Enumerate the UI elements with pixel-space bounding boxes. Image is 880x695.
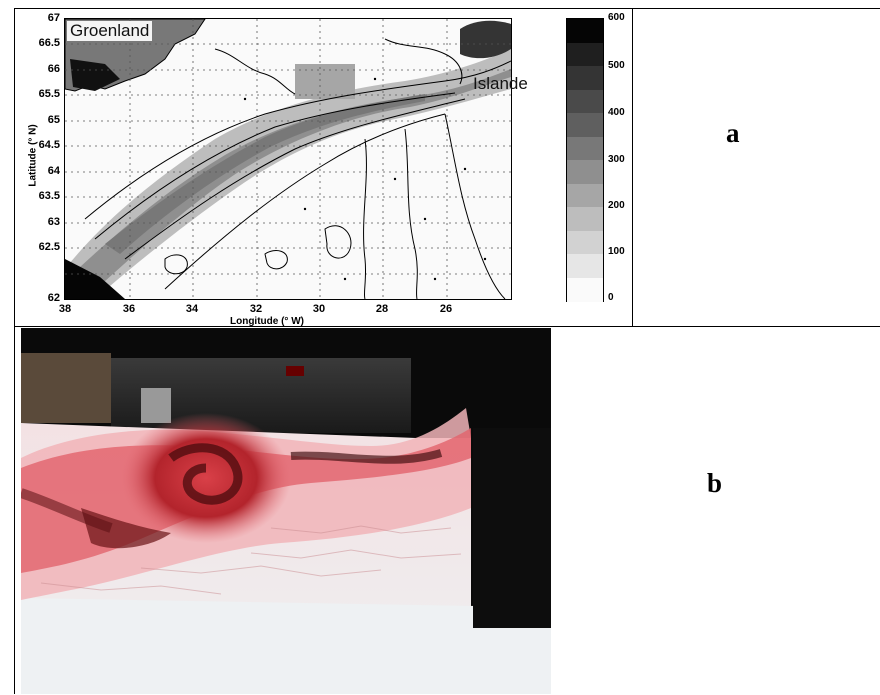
colorbar-tick: 100 xyxy=(608,246,625,257)
greenland-label: Groenland xyxy=(67,21,153,41)
y-tick: 67 xyxy=(47,12,60,24)
x-tick: 36 xyxy=(122,303,136,315)
figure-table: Groenland Islande 67 66.5 66 65.5 65 64.… xyxy=(14,8,880,694)
map-graphic xyxy=(65,19,511,299)
x-tick: 28 xyxy=(375,303,389,315)
colorbar-step xyxy=(567,66,603,90)
y-tick: 63 xyxy=(47,216,60,228)
panel-b-letter: b xyxy=(707,468,723,498)
table-border-top xyxy=(14,8,880,9)
photo-graphic xyxy=(21,328,551,694)
y-tick: 64 xyxy=(47,165,60,177)
tank-experiment-photo xyxy=(21,328,551,694)
y-tick: 66.5 xyxy=(38,37,60,49)
colorbar-tick: 400 xyxy=(608,107,625,118)
x-tick: 26 xyxy=(439,303,453,315)
y-tick: 66 xyxy=(47,63,60,75)
table-border-row xyxy=(14,326,880,327)
y-tick: 65 xyxy=(47,114,60,126)
colorbar xyxy=(566,18,604,302)
x-axis-label: Longitude (° W) xyxy=(230,316,304,327)
colorbar-tick: 200 xyxy=(608,200,625,211)
table-border-left xyxy=(14,8,15,694)
x-tick: 34 xyxy=(185,303,199,315)
x-tick: 30 xyxy=(312,303,326,315)
colorbar-step xyxy=(567,183,603,208)
x-tick: 32 xyxy=(249,303,263,315)
y-tick: 64.5 xyxy=(38,139,60,151)
colorbar-tick: 500 xyxy=(608,60,625,71)
bathymetry-map-panel: Groenland Islande 67 66.5 66 65.5 65 64.… xyxy=(20,10,632,327)
colorbar-tick: 600 xyxy=(608,12,625,23)
map-frame xyxy=(64,18,512,300)
y-tick: 63.5 xyxy=(38,190,60,202)
colorbar-tick: 0 xyxy=(608,292,614,303)
colorbar-step xyxy=(567,136,603,161)
colorbar-tick: 300 xyxy=(608,154,625,165)
colorbar-step xyxy=(567,230,603,255)
y-tick: 62 xyxy=(47,292,60,304)
y-tick: 65.5 xyxy=(38,88,60,100)
colorbar-step xyxy=(567,19,603,43)
colorbar-step xyxy=(567,277,603,302)
colorbar-step xyxy=(567,254,603,278)
y-tick: 62.5 xyxy=(38,241,60,253)
colorbar-step xyxy=(567,160,603,184)
colorbar-step xyxy=(567,89,603,114)
panel-a-letter: a xyxy=(726,118,740,148)
colorbar-step xyxy=(567,207,603,231)
colorbar-step xyxy=(567,42,603,67)
colorbar-step xyxy=(567,113,603,137)
x-tick: 38 xyxy=(58,303,72,315)
table-border-mid xyxy=(632,8,633,326)
y-axis-label: Latitude (° N) xyxy=(27,124,39,187)
iceland-label: Islande xyxy=(473,74,528,93)
